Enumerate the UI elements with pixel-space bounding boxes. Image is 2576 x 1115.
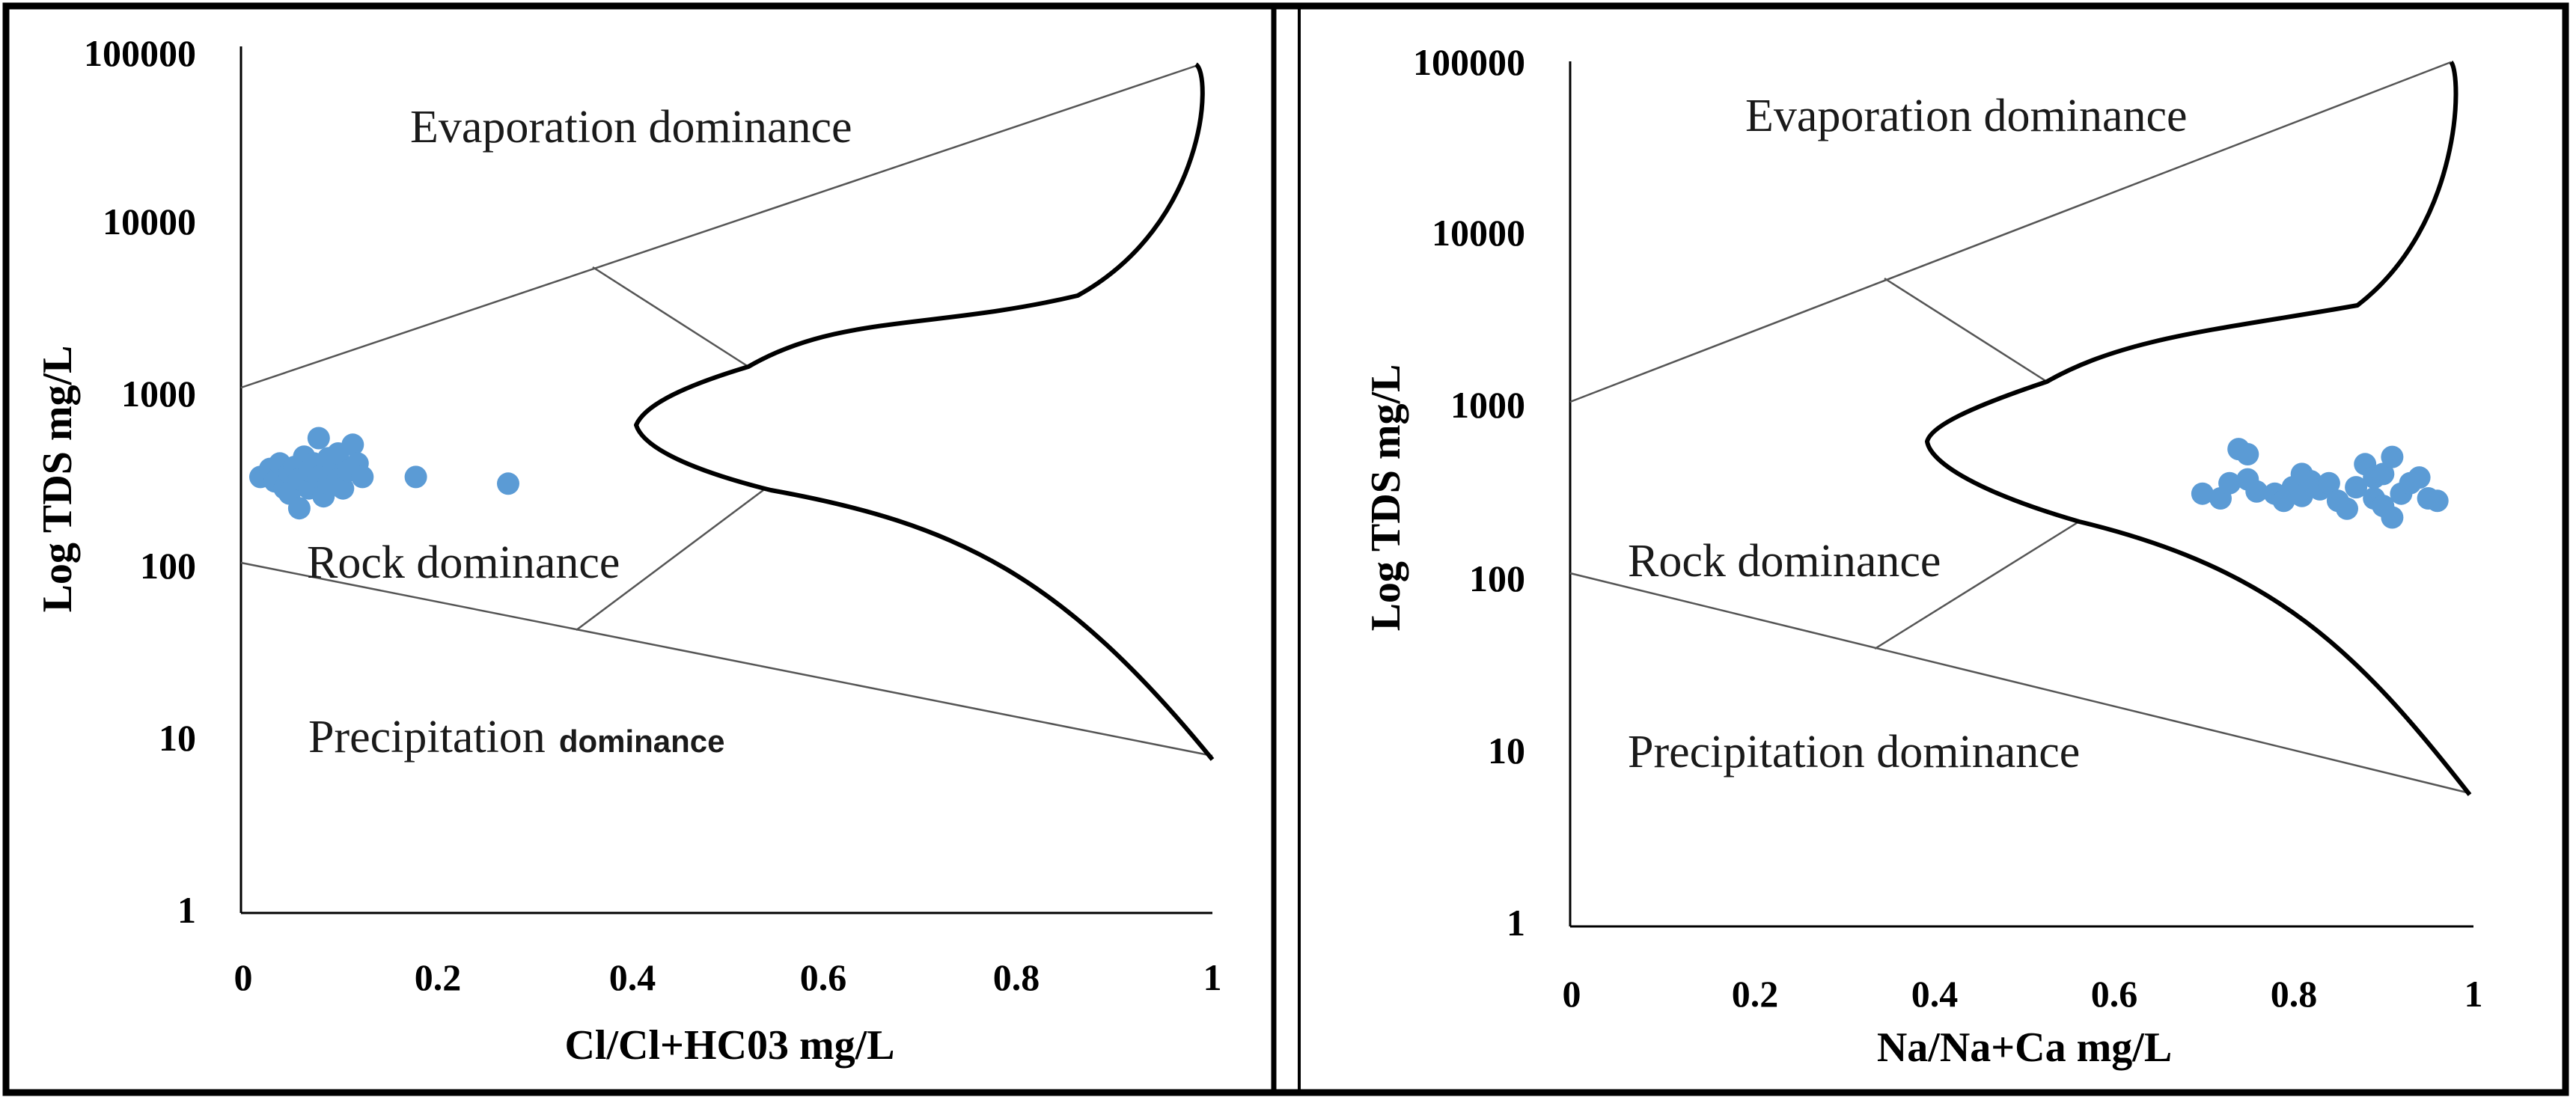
x-tick-label: 0.6: [2091, 973, 2138, 1015]
y-axis-label: Log TDS mg/L: [34, 346, 81, 613]
data-point: [2345, 476, 2368, 499]
gibbs-curve: [634, 62, 1215, 761]
x-tick-labels: 0 0.2 0.4 0.6 0.8 1: [234, 956, 1222, 998]
data-point: [2236, 443, 2259, 465]
y-tick-label: 1: [1507, 902, 1525, 944]
x-tick-labels: 0 0.2 0.4 0.6 0.8 1: [1563, 973, 2483, 1015]
x-tick-label: 0.6: [800, 956, 847, 998]
upper-divider-line: [1884, 277, 2048, 383]
lower-divider-line: [576, 489, 764, 632]
y-tick-label: 100000: [1413, 41, 1525, 83]
precipitation-boundary-line: [240, 561, 1213, 757]
y-tick-label: 1: [177, 889, 196, 931]
region-labels: Evaporation dominance Rock dominance Pre…: [307, 102, 852, 763]
evaporation-boundary-line: [1569, 61, 2452, 403]
precipitation-dominance-label: Precipitation dominance: [1628, 727, 2080, 778]
rock-dominance-label: Rock dominance: [1628, 536, 1941, 587]
data-point: [2218, 471, 2241, 495]
y-tick-labels: 100000 10000 1000 100 10 1: [1413, 41, 1525, 944]
precipitation-dominance-label: Precipitation dominance: [308, 712, 725, 763]
data-point: [2372, 462, 2395, 486]
data-point: [341, 433, 364, 456]
data-point: [2191, 482, 2214, 505]
y-tick-label: 10000: [103, 201, 196, 242]
data-point: [2381, 506, 2404, 529]
x-tick-label: 0.4: [609, 956, 656, 998]
data-point: [2336, 497, 2358, 520]
precipitation-label-main: Precipitation: [308, 712, 546, 763]
rock-dominance-label: Rock dominance: [307, 537, 620, 588]
x-tick-label: 1: [1203, 956, 1222, 998]
y-tick-label: 10: [159, 717, 196, 759]
y-tick-label: 10000: [1432, 212, 1525, 254]
x-tick-label: 0.8: [2271, 973, 2318, 1015]
evaporation-dominance-label: Evaporation dominance: [410, 102, 852, 153]
data-point: [307, 427, 330, 450]
data-point: [2426, 489, 2449, 513]
chart-right: 100000 10000 1000 100 10 1 0 0.2 0.4 0.6…: [1363, 41, 2483, 1071]
data-point: [2317, 471, 2340, 495]
y-tick-label: 100: [140, 545, 196, 587]
y-tick-label: 10: [1488, 730, 1525, 772]
y-tick-label: 100: [1469, 558, 1525, 599]
data-point: [2381, 445, 2404, 468]
data-point: [497, 472, 519, 495]
outer-frame: [2, 2, 2569, 1096]
chart-left: 100000 10000 1000 100 10 1 0 0.2 0.4 0.6…: [34, 32, 1222, 1069]
data-point: [332, 477, 355, 500]
x-tick-label: 0: [234, 956, 253, 998]
data-point: [287, 497, 311, 520]
data-points: [249, 427, 519, 520]
x-tick-label: 1: [2464, 973, 2483, 1015]
precipitation-boundary-line: [1569, 572, 2470, 795]
y-axis-label: Log TDS mg/L: [1363, 364, 1409, 632]
x-tick-label: 0.2: [415, 956, 462, 998]
data-points: [2191, 438, 2449, 529]
lower-divider-line: [1874, 520, 2080, 650]
precipitation-label-suffix: dominance: [559, 724, 725, 759]
x-axis-label: Cl/Cl+HC03 mg/L: [564, 1022, 894, 1069]
y-tick-labels: 100000 10000 1000 100 10 1: [84, 32, 196, 931]
upper-divider-line: [592, 266, 749, 368]
x-tick-label: 0.2: [1732, 973, 1779, 1015]
data-point: [2245, 480, 2268, 503]
x-tick-label: 0: [1563, 973, 1581, 1015]
x-axis-label: Na/Na+Ca mg/L: [1877, 1024, 2172, 1071]
gibbs-curve: [1925, 61, 2472, 796]
evaporation-dominance-label: Evaporation dominance: [1745, 91, 2188, 141]
y-tick-label: 1000: [1450, 384, 1525, 426]
x-tick-label: 0.8: [993, 956, 1040, 998]
data-point: [404, 465, 427, 489]
y-tick-label: 1000: [121, 373, 196, 415]
evaporation-boundary-line: [240, 64, 1197, 389]
region-labels: Evaporation dominance Rock dominance Pre…: [1628, 91, 2188, 778]
y-tick-label: 100000: [84, 32, 196, 74]
data-point: [2408, 466, 2431, 489]
data-point: [351, 465, 374, 489]
x-tick-label: 0.4: [1911, 973, 1959, 1015]
